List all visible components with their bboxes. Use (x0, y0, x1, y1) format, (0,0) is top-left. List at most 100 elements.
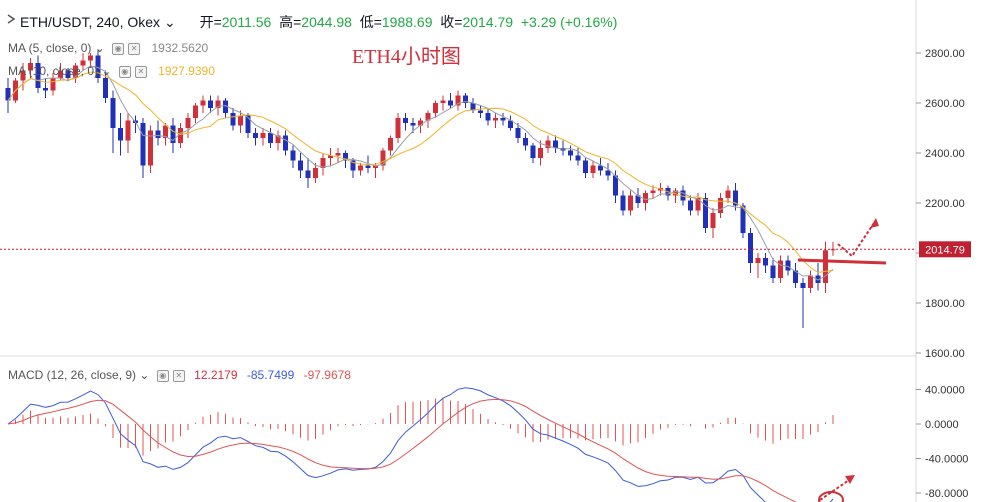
candle-body (635, 195, 641, 203)
candle-body (50, 78, 56, 91)
expand-arrow-icon[interactable] (4, 12, 18, 26)
close-value: 2014.79 (462, 14, 514, 30)
macd-line (7, 387, 834, 502)
change-value: +3.29 (+0.16%) (520, 14, 618, 30)
candle-body (103, 78, 108, 98)
macd-label: MACD (12, 26, close, 9) (8, 368, 137, 382)
candle-body (35, 63, 41, 88)
price-axis-label: 2800.00 (925, 48, 965, 60)
price-axis[interactable]: 2800.002600.002400.002200.002000.001800.… (916, 48, 965, 360)
low-value: 1988.69 (381, 14, 433, 30)
candle-body (568, 150, 573, 156)
drawn-annotations (797, 218, 887, 502)
macd-histogram (15, 398, 834, 456)
candle-body (680, 190, 686, 201)
ma10-line (7, 71, 834, 274)
macd-signal-line (7, 398, 797, 502)
eye-icon[interactable]: ◉ (118, 65, 131, 78)
candle-body (43, 88, 48, 91)
candle-body (185, 118, 191, 128)
candle-body (110, 98, 116, 128)
close-icon[interactable]: ✕ (172, 369, 185, 382)
candle-body (493, 118, 498, 121)
price-pane (0, 0, 916, 356)
price-tag-label: 2014.79 (925, 244, 965, 256)
candle-body (598, 165, 603, 171)
candle-body (710, 213, 716, 228)
chevron-down-icon[interactable]: ⌄ (101, 64, 112, 78)
ohlc-readout: 开=2011.56 高=2044.98 低=1988.69 收=2014.79 … (199, 14, 618, 30)
candle-body (650, 190, 656, 193)
candle-body (620, 195, 626, 211)
candle-body (455, 95, 461, 106)
candle-body (88, 55, 93, 61)
chevron-down-icon[interactable]: ⌄ (139, 368, 150, 382)
open-value: 2011.56 (221, 14, 272, 30)
close-icon[interactable]: ✕ (128, 42, 141, 55)
candle-body (695, 198, 701, 211)
candle-body (208, 100, 213, 108)
candle-body (793, 270, 798, 283)
candle-body (755, 258, 761, 263)
candle-body (470, 103, 476, 111)
candle-body (328, 155, 333, 158)
symbol-selector[interactable]: ETH/USDT, 240, Okex ⌄ (20, 14, 176, 31)
candle-body (28, 63, 33, 71)
candle-body (733, 190, 738, 206)
eye-icon[interactable]: ◉ (112, 42, 125, 55)
candle-body (373, 165, 378, 168)
candle-body (313, 168, 318, 178)
candle-body (410, 123, 416, 126)
candle-body (515, 128, 521, 138)
macd-line-value: -85.7499 (246, 368, 295, 382)
price-axis-label: 1600.00 (925, 348, 965, 360)
open-label: 开 (199, 14, 214, 30)
candle-body (215, 100, 221, 108)
price-axis-label: 2200.00 (925, 198, 965, 210)
candle-body (388, 138, 393, 151)
candle-body (433, 103, 438, 113)
price-pane-bg (0, 0, 916, 356)
candle-body (380, 150, 386, 166)
candle-body (283, 135, 288, 151)
macd-axis-label: -40.0000 (925, 454, 968, 466)
ma5-label: MA (5, close, 0) (8, 41, 92, 55)
high-label: 高 (279, 14, 294, 30)
eye-icon[interactable]: ◉ (156, 369, 169, 382)
candle-body (335, 153, 341, 156)
close-icon[interactable]: ✕ (134, 65, 147, 78)
candle-body (223, 100, 228, 113)
candle-body (463, 95, 468, 103)
macd-axis-label: 40.0000 (925, 385, 965, 397)
candle-body (73, 65, 78, 78)
moving-averages (7, 65, 834, 281)
candle-body (155, 130, 161, 138)
ma5-value: 1932.5620 (151, 41, 209, 55)
price-axis-label: 1800.00 (925, 298, 965, 310)
candle-body (230, 113, 236, 126)
candle-body (395, 118, 401, 138)
chevron-down-icon[interactable]: ⌄ (94, 41, 105, 55)
candle-body (523, 138, 528, 146)
candle-body (823, 250, 828, 283)
candle-body (613, 175, 618, 196)
candle-body (268, 133, 273, 143)
candle-body (178, 128, 183, 143)
candle-body (418, 120, 423, 126)
macd-axis[interactable]: 40.0000 0.0000 -40.0000 -80.0000 (916, 385, 968, 501)
candle-body (170, 125, 176, 143)
candle-body (643, 193, 648, 203)
candle-body (500, 118, 506, 121)
current-price-tag: 2014.79 (919, 241, 971, 258)
candle-body (778, 260, 783, 278)
macd-projection-arrow (819, 477, 853, 501)
candle-body (785, 260, 791, 271)
projection-arrow (837, 219, 877, 258)
candle-body (275, 135, 281, 143)
candle-body (478, 110, 483, 113)
candle-body (800, 283, 806, 288)
candle-body (718, 198, 723, 213)
price-axis-label: 2600.00 (925, 98, 965, 110)
symbol-label: ETH/USDT, 240, Okex (20, 14, 161, 30)
